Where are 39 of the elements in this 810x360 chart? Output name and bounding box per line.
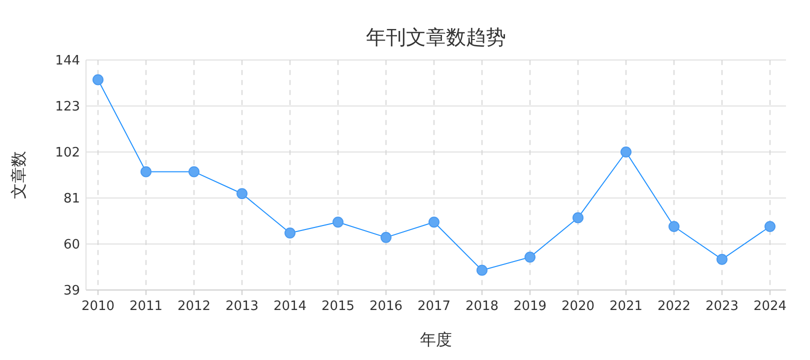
point (764, 220, 776, 232)
point (188, 166, 200, 178)
x-tick-label: 2015 (321, 299, 355, 314)
x-tick-label: 2021 (609, 299, 643, 314)
x-tick-label: 2016 (369, 299, 403, 314)
x-tick-label: 2019 (513, 299, 547, 314)
y-tick-label: 60 (63, 238, 80, 253)
point (524, 252, 536, 263)
x-tick-label: 2018 (465, 299, 499, 314)
point (572, 212, 584, 224)
point (716, 254, 728, 265)
x-tick-label: 2023 (705, 299, 739, 314)
x-tick-label: 2024 (753, 299, 787, 314)
x-tick-label: 2012 (177, 299, 211, 314)
point (236, 188, 248, 200)
y-tick-label: 144 (55, 54, 80, 69)
x-tick-label: 2010 (81, 299, 115, 314)
y-axis-title: 文章数 (9, 151, 28, 199)
y-tick-label: 81 (63, 192, 80, 207)
x-tick-label: 2013 (225, 299, 259, 314)
point (332, 216, 344, 228)
y-tick-label: 102 (55, 146, 80, 161)
x-tick-label: 2011 (129, 299, 163, 314)
point (476, 264, 488, 276)
point (92, 74, 104, 86)
point (428, 216, 440, 228)
chart-title: 年刊文章数趋势 (366, 25, 506, 49)
point (668, 220, 680, 232)
point (140, 166, 152, 178)
x-tick-label: 2020 (561, 299, 595, 314)
point (620, 146, 632, 158)
x-axis-title: 年度 (420, 330, 452, 349)
y-tick-label: 39 (63, 284, 80, 299)
y-tick-label: 123 (55, 100, 80, 115)
point (380, 232, 392, 243)
x-tick-label: 2022 (657, 299, 691, 314)
x-tick-label: 2017 (417, 299, 451, 314)
point (284, 228, 296, 239)
x-tick-label: 2014 (273, 299, 307, 314)
